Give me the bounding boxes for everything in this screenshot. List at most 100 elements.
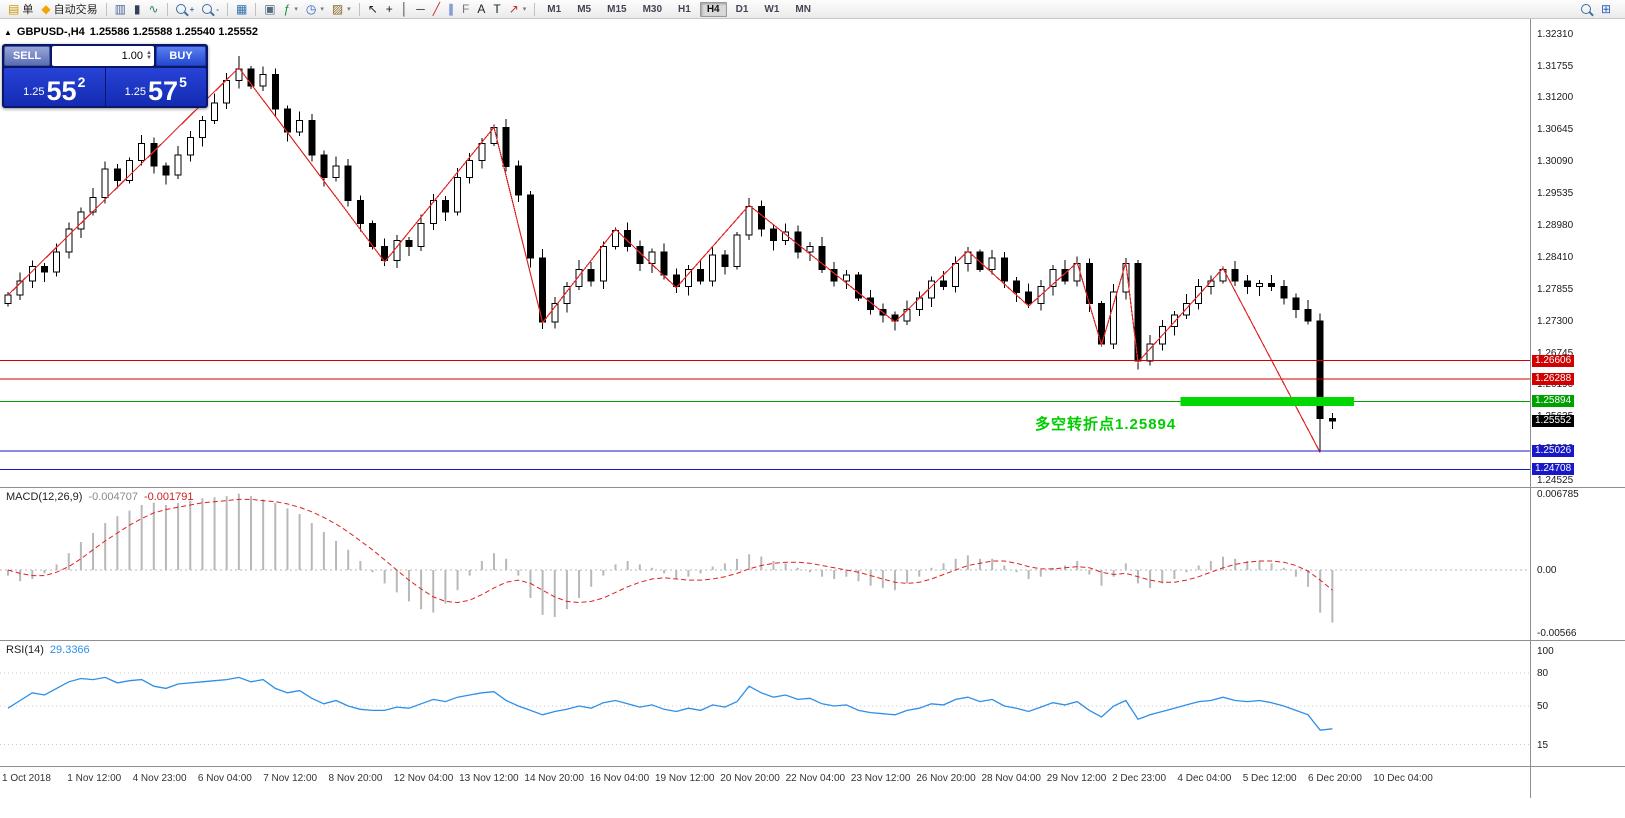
time-axis-label: 4 Nov 23:00 — [132, 773, 187, 784]
crosshair-button-glyph: + — [385, 2, 393, 16]
timeframe-w1[interactable]: W1 — [764, 3, 780, 15]
price-chart[interactable] — [0, 19, 1530, 487]
timeframe-m15[interactable]: M15 — [607, 3, 627, 15]
new-order-button-label: 单 — [22, 4, 34, 16]
trade-panel-toggle-icon[interactable]: ▲ — [4, 27, 12, 37]
sell-button[interactable]: SELL — [4, 46, 50, 66]
text-button[interactable]: A — [473, 1, 489, 18]
indicators-button[interactable]: ƒ ▾ — [280, 1, 302, 18]
rsi-panel: RSI(14) 29.3366 — [0, 641, 1530, 766]
tile-windows-button[interactable]: ▦ — [232, 1, 251, 18]
arrows-button[interactable]: ↗ ▾ — [505, 1, 531, 18]
turning-point-highlight[interactable] — [1180, 396, 1355, 406]
sell-price-prefix: 1.25 — [23, 86, 45, 98]
zoom-out-button[interactable]: - — [198, 1, 223, 18]
timeframe-m1[interactable]: M1 — [547, 3, 562, 15]
timeframe-h4[interactable]: H4 — [699, 1, 727, 17]
buy-price-big: 57 — [148, 76, 179, 106]
hline-price-label: 1.24708 — [1532, 463, 1575, 476]
search-button[interactable] — [1577, 1, 1595, 18]
toolbar-separator — [255, 2, 257, 16]
chevron-down-icon: ▾ — [522, 6, 527, 13]
rsi-axis-label: 15 — [1537, 739, 1549, 751]
autotrading-button[interactable]: ◆ 自动交易 — [37, 1, 101, 18]
trendline-button-glyph: ╱ — [432, 2, 441, 16]
time-axis-label: 6 Dec 20:00 — [1308, 773, 1362, 784]
cascade-windows-button-glyph: ▣ — [264, 2, 276, 16]
bar-chart-button-glyph: ▥ — [114, 2, 126, 16]
macd-axis-label: -0.00566 — [1537, 628, 1577, 640]
toolbar-right-group: ⊞ — [1577, 1, 1625, 18]
timeframe-mn[interactable]: MN — [795, 3, 811, 15]
volume-field[interactable]: 1.00 ▲ ▼ — [52, 46, 154, 66]
panel-divider[interactable] — [0, 487, 1625, 488]
cascade-windows-button[interactable]: ▣ — [260, 1, 279, 18]
macd-indicator-chart[interactable] — [0, 488, 1530, 640]
crosshair-button[interactable]: + — [382, 1, 397, 18]
new-chart-button[interactable]: ⊞ — [1597, 1, 1615, 18]
fibonacci-button-glyph: F — [462, 2, 470, 16]
rsi-indicator-chart[interactable] — [0, 641, 1530, 766]
timeframe-m5[interactable]: M5 — [577, 3, 592, 15]
panel-divider[interactable] — [0, 766, 1625, 767]
timeframe-h1[interactable]: H1 — [678, 3, 691, 15]
buy-quote[interactable]: 1.25 57 5 — [106, 68, 207, 106]
rsi-line[interactable] — [7, 676, 1333, 731]
candles[interactable] — [4, 56, 1336, 453]
toolbar-separator — [358, 2, 360, 16]
new-order-button[interactable]: ▤ 单 — [4, 1, 37, 18]
line-chart-button[interactable]: ∿ — [145, 1, 163, 18]
new-chart-button-glyph: ⊞ — [1600, 2, 1611, 16]
buy-price-prefix: 1.25 — [124, 86, 147, 98]
time-axis-label: 29 Nov 12:00 — [1046, 773, 1107, 784]
turning-point-annotation[interactable]: 多空转折点1.25894 — [1035, 416, 1177, 433]
rsi-axis-label: 80 — [1537, 668, 1549, 679]
time-axis-label: 23 Nov 12:00 — [850, 773, 911, 784]
candlestick-chart-button[interactable]: ▮ — [130, 1, 145, 18]
equidistant-channel-button-glyph: ∥ — [448, 2, 455, 16]
templates-button[interactable]: ▨ ▾ — [328, 1, 355, 18]
time-axis-label: 28 Nov 04:00 — [981, 773, 1042, 784]
macd-axis-label: 0.00 — [1537, 565, 1557, 576]
time-axis-label: 8 Nov 20:00 — [328, 773, 383, 784]
cursor-button[interactable]: ↖ — [364, 1, 382, 18]
rsi-name: RSI(14) — [6, 644, 44, 656]
ohlc-values: 1.25586 1.25588 1.25540 1.25552 — [89, 26, 258, 38]
macd-signal-line[interactable] — [7, 498, 1333, 604]
periods-button[interactable]: ◷ ▾ — [302, 1, 328, 18]
price-axis-label: 1.24525 — [1537, 474, 1574, 486]
buy-price-pipette: 5 — [179, 74, 187, 90]
volume-down-icon[interactable]: ▼ — [146, 55, 152, 61]
trade-panel-controls: SELL 1.00 ▲ ▼ BUY — [4, 46, 206, 66]
chevron-down-icon: ▾ — [320, 6, 324, 13]
vertical-line-button[interactable]: │ — [397, 1, 413, 18]
volume-up-icon[interactable]: ▲ — [146, 50, 152, 56]
timeframe-m30[interactable]: M30 — [642, 3, 663, 15]
vertical-line-button-glyph: │ — [400, 2, 409, 16]
fibonacci-button[interactable]: F — [458, 1, 473, 18]
price-axis-label: 1.28410 — [1537, 252, 1574, 264]
current-price-label: 1.25552 — [1532, 415, 1575, 427]
time-axis-label: 19 Nov 12:00 — [655, 773, 715, 784]
cursor-button-glyph: ↖ — [367, 2, 378, 16]
macd-histogram[interactable] — [7, 493, 1334, 623]
price-axis-label: 1.26745 — [1537, 347, 1574, 359]
price-axis-label: 1.27855 — [1537, 284, 1574, 296]
panel-divider[interactable] — [0, 640, 1625, 641]
time-axis-label: 2 Dec 23:00 — [1112, 773, 1167, 784]
price-axis-label: 1.30090 — [1537, 156, 1574, 168]
chevron-down-icon: ▾ — [294, 6, 298, 13]
horizontal-line-button[interactable]: ─ — [412, 1, 429, 18]
timeframe-d1[interactable]: D1 — [735, 3, 749, 15]
volume-stepper[interactable]: ▲ ▼ — [146, 50, 152, 61]
trendline-button[interactable]: ╱ — [429, 1, 444, 18]
toolbar-separator — [534, 2, 536, 16]
macd-name: MACD(12,26,9) — [6, 491, 83, 503]
equidistant-channel-button[interactable]: ∥ — [444, 1, 458, 18]
bar-chart-button[interactable]: ▥ — [111, 1, 130, 18]
zigzag-line[interactable] — [7, 66, 1321, 453]
text-label-button[interactable]: T — [489, 1, 504, 18]
sell-quote[interactable]: 1.25 55 2 — [4, 68, 105, 106]
zoom-in-button[interactable]: + — [172, 1, 199, 18]
buy-button[interactable]: BUY — [156, 46, 206, 66]
